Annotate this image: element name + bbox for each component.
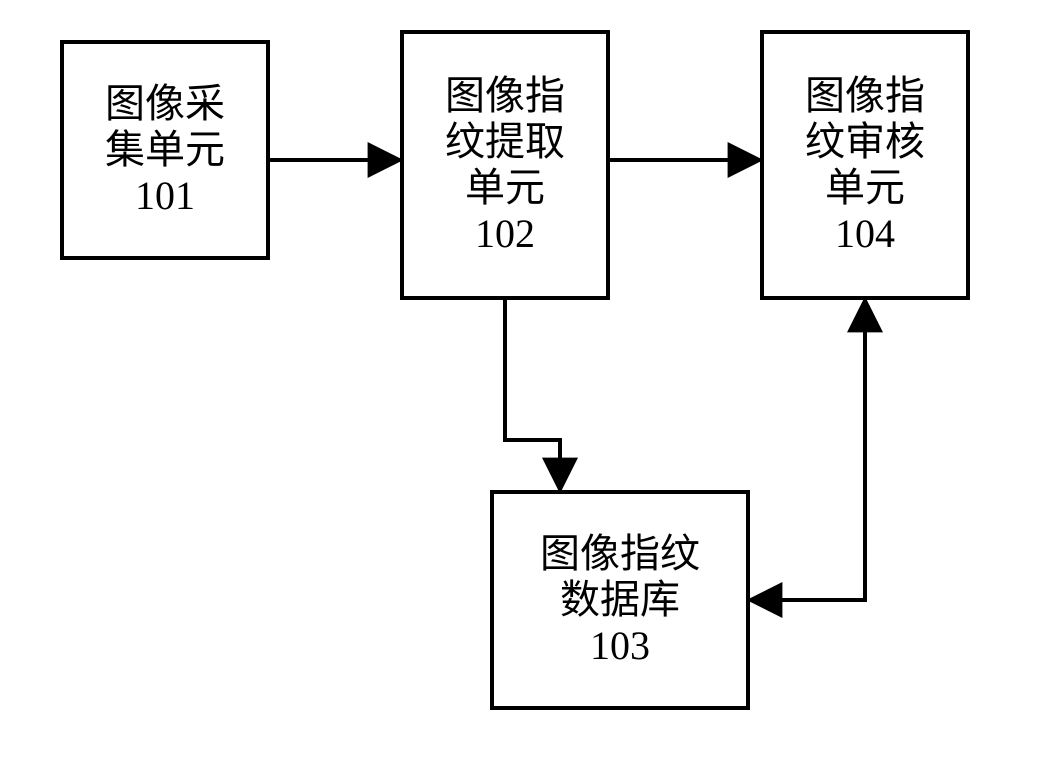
diagram-canvas: 图像采 集单元 101 图像指 纹提取 单元 102 图像指 纹审核 单元 10… (0, 0, 1053, 779)
node-text: 单元 (764, 165, 966, 211)
node-text: 图像指纹 (494, 531, 746, 577)
node-text: 101 (64, 173, 266, 219)
node-text: 102 (404, 211, 606, 257)
node-text: 数据库 (494, 577, 746, 623)
node-text: 集单元 (64, 127, 266, 173)
node-102-fingerprint-extract: 图像指 纹提取 单元 102 (400, 30, 610, 300)
node-text: 纹提取 (404, 119, 606, 165)
node-103-fingerprint-db: 图像指纹 数据库 103 (490, 490, 750, 710)
node-104-fingerprint-audit: 图像指 纹审核 单元 104 (760, 30, 970, 300)
node-text: 103 (494, 623, 746, 669)
node-101-image-acquisition: 图像采 集单元 101 (60, 40, 270, 260)
node-text: 104 (764, 211, 966, 257)
node-text: 单元 (404, 165, 606, 211)
node-text: 图像指 (764, 73, 966, 119)
node-text: 图像指 (404, 73, 606, 119)
node-text: 图像采 (64, 81, 266, 127)
node-text: 纹审核 (764, 119, 966, 165)
